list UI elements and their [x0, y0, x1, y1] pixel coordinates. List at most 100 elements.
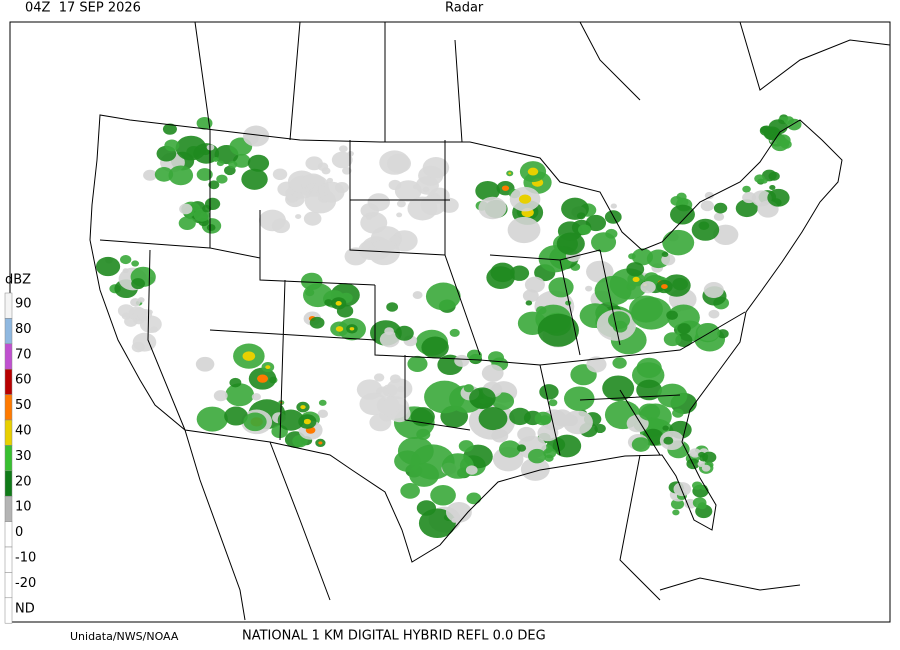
legend-swatch: [4, 572, 13, 599]
echo-strong: [335, 301, 342, 306]
legend-swatch: [4, 445, 13, 472]
legend-label: 30: [15, 449, 32, 464]
echo: [666, 310, 678, 320]
echo: [638, 403, 661, 421]
echo: [424, 380, 466, 414]
echo: [412, 291, 423, 300]
echo: [509, 265, 530, 281]
legend-label: -10: [15, 551, 36, 566]
echo: [242, 125, 270, 147]
echo: [376, 396, 400, 415]
echo: [695, 322, 720, 343]
echo: [577, 224, 592, 235]
echo: [691, 218, 720, 241]
legend-swatch: [4, 292, 13, 319]
echo: [469, 387, 496, 409]
echo: [670, 204, 695, 225]
echo: [395, 325, 414, 341]
echo: [251, 393, 261, 401]
boundaries: [89, 21, 891, 621]
echo: [672, 509, 680, 516]
echo: [481, 364, 504, 382]
map-title: Radar: [445, 1, 484, 16]
echo: [712, 224, 739, 245]
legend-swatch: [4, 470, 13, 497]
echo: [610, 203, 617, 209]
echo: [551, 409, 573, 427]
echo: [422, 157, 450, 179]
echo: [700, 485, 708, 491]
echo: [466, 492, 482, 505]
echo: [168, 165, 194, 186]
echo: [216, 160, 225, 167]
echo: [769, 185, 776, 191]
echo: [409, 462, 440, 487]
color-legend: dBZ 90 80 70 60 50 40 30 20 10 0 -10 -20 ND: [4, 273, 36, 624]
echo: [509, 407, 531, 426]
legend-swatch: [4, 546, 13, 573]
echo: [742, 185, 751, 193]
echo: [305, 288, 315, 297]
echo: [775, 134, 791, 147]
echo: [697, 502, 707, 510]
echo: [318, 399, 327, 406]
echo: [131, 260, 140, 267]
echo: [368, 239, 400, 266]
state-lines: [99, 130, 746, 456]
echo: [277, 409, 305, 431]
echo: [396, 212, 403, 218]
echo: [673, 482, 692, 497]
echo: [713, 202, 728, 214]
echo: [295, 214, 302, 220]
echo: [544, 454, 554, 462]
echo: [507, 216, 541, 244]
echo: [300, 272, 323, 291]
echo: [394, 180, 422, 202]
echo-strong: [527, 167, 539, 176]
legend-label: 20: [15, 474, 32, 489]
echo: [520, 457, 550, 481]
echo: [672, 408, 684, 418]
echo: [305, 183, 319, 195]
echo: [420, 194, 446, 216]
radar-echoes: [95, 114, 802, 539]
echo: [212, 157, 219, 162]
echo: [196, 168, 213, 181]
echo: [698, 451, 706, 458]
echo: [454, 354, 470, 367]
echo: [229, 377, 242, 388]
echo: [407, 355, 428, 372]
echo: [478, 196, 507, 220]
echo-strong: [300, 405, 306, 410]
echo: [663, 332, 682, 347]
legend-swatch: [4, 597, 13, 624]
echo: [396, 200, 406, 208]
echo: [317, 409, 329, 419]
echo: [206, 224, 216, 232]
echo: [475, 181, 500, 201]
echo: [564, 386, 595, 411]
echo: [534, 411, 552, 426]
time-stamp: 04Z 17 SEP 2026: [25, 1, 141, 16]
echo: [713, 212, 725, 221]
echo: [324, 299, 333, 306]
legend-swatch: [4, 521, 13, 548]
echo: [130, 298, 141, 307]
echo: [196, 406, 228, 432]
echo: [524, 276, 545, 293]
echo: [120, 255, 132, 265]
legend-label: 40: [15, 424, 32, 439]
echo: [690, 451, 698, 457]
echo-strong: [349, 327, 355, 331]
echo: [303, 211, 322, 226]
product-name: NATIONAL 1 KM DIGITAL HYBRID REFL 0.0 DE…: [242, 629, 546, 644]
echo-strong: [335, 326, 344, 332]
echo: [128, 306, 146, 321]
echo: [701, 464, 711, 472]
credit: Unidata/NWS/NOAA: [70, 630, 179, 643]
echo: [179, 203, 193, 215]
echo: [272, 168, 288, 181]
echo: [465, 465, 478, 475]
echo: [708, 309, 720, 319]
legend-swatch: [4, 495, 13, 522]
